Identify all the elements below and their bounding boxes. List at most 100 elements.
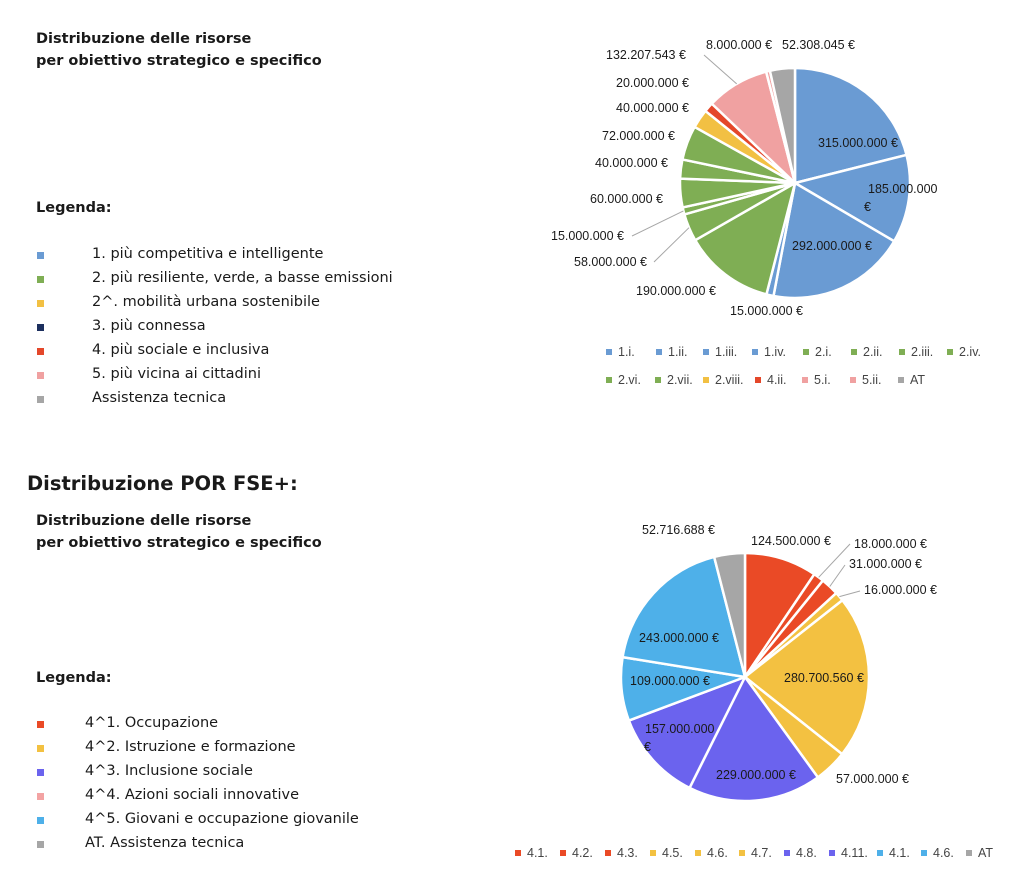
- legend-swatch: [851, 349, 857, 355]
- data-label: 315.000.000 €: [818, 136, 898, 150]
- data-label: 16.000.000 €: [864, 583, 937, 597]
- pie-slice: [621, 555, 747, 679]
- leader-line: [653, 227, 690, 263]
- legend-label: 2.ii.: [863, 345, 882, 359]
- legend-label: 4.7.: [751, 846, 772, 860]
- legend-label: 4.6.: [707, 846, 728, 860]
- legend-swatch: [784, 850, 790, 856]
- legend-swatch: [829, 850, 835, 856]
- legend-swatch: [877, 850, 883, 856]
- pie-slice: [683, 181, 797, 242]
- leader-line: [829, 564, 846, 587]
- data-label: 52.308.045 €: [782, 38, 855, 52]
- pie-slice: [772, 181, 896, 300]
- leader-line: [703, 54, 738, 85]
- pie-slice: [743, 572, 825, 679]
- legend-label: AT: [910, 373, 925, 387]
- data-label: 243.000.000 €: [639, 631, 719, 645]
- legend-swatch: [803, 349, 809, 355]
- fesr-subtitle-line-1: Distribuzione delle risorse: [36, 31, 252, 47]
- data-label: 57.000.000 €: [836, 772, 909, 786]
- legend-label: 4^1. Occupazione: [85, 715, 219, 731]
- legend-label: 4.2.: [572, 846, 593, 860]
- pie-slice: [710, 70, 797, 185]
- legend-swatch: [37, 721, 44, 728]
- legend-label: 1.i.: [618, 345, 635, 359]
- legend-label: 4.ii.: [767, 373, 786, 387]
- pie-slice: [693, 109, 797, 185]
- fesr-subtitle-line-2: per obiettivo strategico e specifico: [36, 53, 322, 69]
- legend-label: 5.ii.: [862, 373, 881, 387]
- data-label: 132.207.543 €: [606, 48, 686, 62]
- legend-swatch: [899, 349, 905, 355]
- data-label: 60.000.000 €: [590, 192, 663, 206]
- fesr-legend-title: Legenda:: [36, 200, 112, 216]
- fse-subtitle-line-1: Distribuzione delle risorse: [36, 513, 252, 529]
- data-label: 15.000.000 €: [730, 304, 803, 318]
- data-label: 229.000.000 €: [716, 768, 796, 782]
- pie-slice: [681, 181, 797, 216]
- fse-legend-title: Legenda:: [36, 670, 112, 686]
- legend-swatch: [752, 349, 758, 355]
- data-label: 109.000.000 €: [630, 674, 710, 688]
- fesr-subtitle: Distribuzione delle risorse per obiettiv…: [36, 28, 322, 72]
- data-label: 52.716.688 €: [642, 523, 715, 537]
- legend-label: AT. Assistenza tecnica: [85, 835, 245, 851]
- legend-swatch: [37, 817, 44, 824]
- data-label: 190.000.000 €: [636, 284, 716, 298]
- legend-swatch: [37, 324, 44, 331]
- pie-slice: [619, 655, 747, 722]
- data-label: 292.000.000 €: [792, 239, 872, 253]
- data-label: 280.700.560 €: [784, 671, 864, 685]
- legend-label: 1.iv.: [764, 345, 786, 359]
- pie-slice: [764, 69, 797, 185]
- legend-swatch: [515, 850, 521, 856]
- legend-swatch: [37, 841, 44, 848]
- legend-label: 4.1.: [527, 846, 548, 860]
- pie-slice: [678, 158, 797, 185]
- legend-label: 5.i.: [814, 373, 831, 387]
- legend-label: 1.ii.: [668, 345, 687, 359]
- fse-subtitle: Distribuzione delle risorse per obiettiv…: [36, 510, 322, 554]
- pie-slice: [627, 675, 747, 790]
- legend-label: 2.iv.: [959, 345, 981, 359]
- legend-label: 2^. mobilità urbana sostenibile: [92, 294, 320, 310]
- legend-label: 1. più competitiva e intelligente: [92, 246, 324, 262]
- pie-slice: [678, 177, 797, 209]
- legend-swatch: [656, 349, 662, 355]
- fse-subtitle-line-2: per obiettivo strategico e specifico: [36, 535, 322, 551]
- legend-label: 2. più resiliente, verde, a basse emissi…: [92, 270, 393, 286]
- legend-label: 2.viii.: [715, 373, 743, 387]
- legend-swatch: [605, 850, 611, 856]
- legend-swatch: [966, 850, 972, 856]
- data-label: 31.000.000 €: [849, 557, 922, 571]
- legend-swatch: [695, 850, 701, 856]
- data-label: 157.000.000 €: [644, 722, 715, 754]
- legend-swatch: [650, 850, 656, 856]
- legend-label: 3. più connessa: [92, 318, 206, 334]
- pie-slice: [743, 591, 844, 679]
- pie-slice: [704, 102, 797, 185]
- legend-swatch: [37, 348, 44, 355]
- pie-slice: [793, 66, 908, 185]
- data-label: 40.000.000 €: [616, 101, 689, 115]
- legend-swatch: [37, 793, 44, 800]
- legend-label: 4.11.: [841, 846, 868, 860]
- legend-swatch: [755, 377, 761, 383]
- pie-slice: [743, 579, 838, 679]
- legend-swatch: [37, 276, 44, 283]
- legend-label: AT: [978, 846, 993, 860]
- pie-slice: [743, 675, 844, 779]
- data-label: 18.000.000 €: [854, 537, 927, 551]
- legend-label: 4.6.: [933, 846, 954, 860]
- legend-swatch: [898, 377, 904, 383]
- legend-label: 4.5.: [662, 846, 683, 860]
- legend-label: 5. più vicina ai cittadini: [92, 366, 262, 382]
- data-label: 58.000.000 €: [574, 255, 647, 269]
- legend-swatch: [703, 349, 709, 355]
- pie-slice: [712, 551, 747, 679]
- legend-label: 4.8.: [796, 846, 817, 860]
- data-label: 72.000.000 €: [602, 129, 675, 143]
- data-label: 8.000.000 €: [706, 38, 772, 52]
- legend-swatch: [947, 349, 953, 355]
